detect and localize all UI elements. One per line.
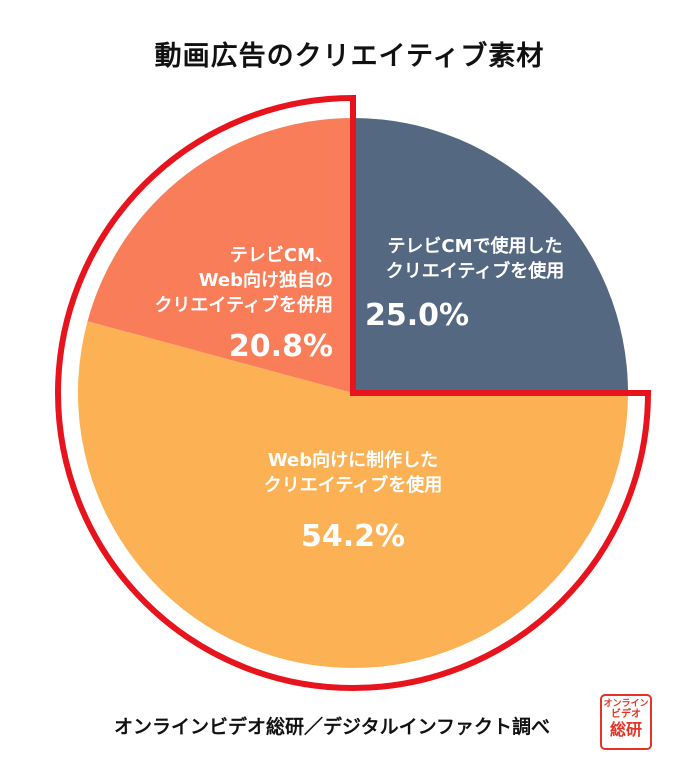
slice-label-line: Web向けに制作した (268, 449, 438, 471)
slice-combined (87, 118, 353, 393)
source-note: オンラインビデオ総研／デジタルインファクト調べ (114, 716, 551, 738)
slice-label-line: クリエイティブを併用 (154, 294, 333, 316)
chart-title: 動画広告のクリエイティブ素材 (154, 41, 545, 72)
slice-label-line: クリエイティブを使用 (386, 260, 565, 282)
slice-labels: テレビCMで使用したクリエイティブを使用25.0%Web向けに制作したクリエイテ… (154, 236, 564, 554)
slice-label-line: クリエイティブを使用 (264, 474, 443, 496)
stamp-line-3: 総研 (609, 720, 642, 739)
slice-label-line: Web向け独自の (199, 269, 333, 291)
slice-value-label: 54.2% (301, 519, 405, 554)
pie-slices (77, 118, 629, 668)
stamp-line-2: ビデオ (611, 709, 641, 720)
highlight-outline-path (55, 94, 652, 691)
slice-tv-cm (353, 118, 628, 393)
publisher-stamp-logo: オンライン ビデオ 総研 (600, 694, 652, 750)
slice-label-line: テレビCM、 (230, 245, 333, 266)
slice-value-label: 25.0% (365, 298, 469, 333)
stamp-line-1: オンライン (603, 699, 649, 709)
slice-label-line: テレビCMで使用した (387, 236, 562, 257)
slice-web-made (77, 321, 629, 668)
slice-value-label: 20.8% (229, 329, 333, 364)
highlight-outline (55, 94, 652, 691)
